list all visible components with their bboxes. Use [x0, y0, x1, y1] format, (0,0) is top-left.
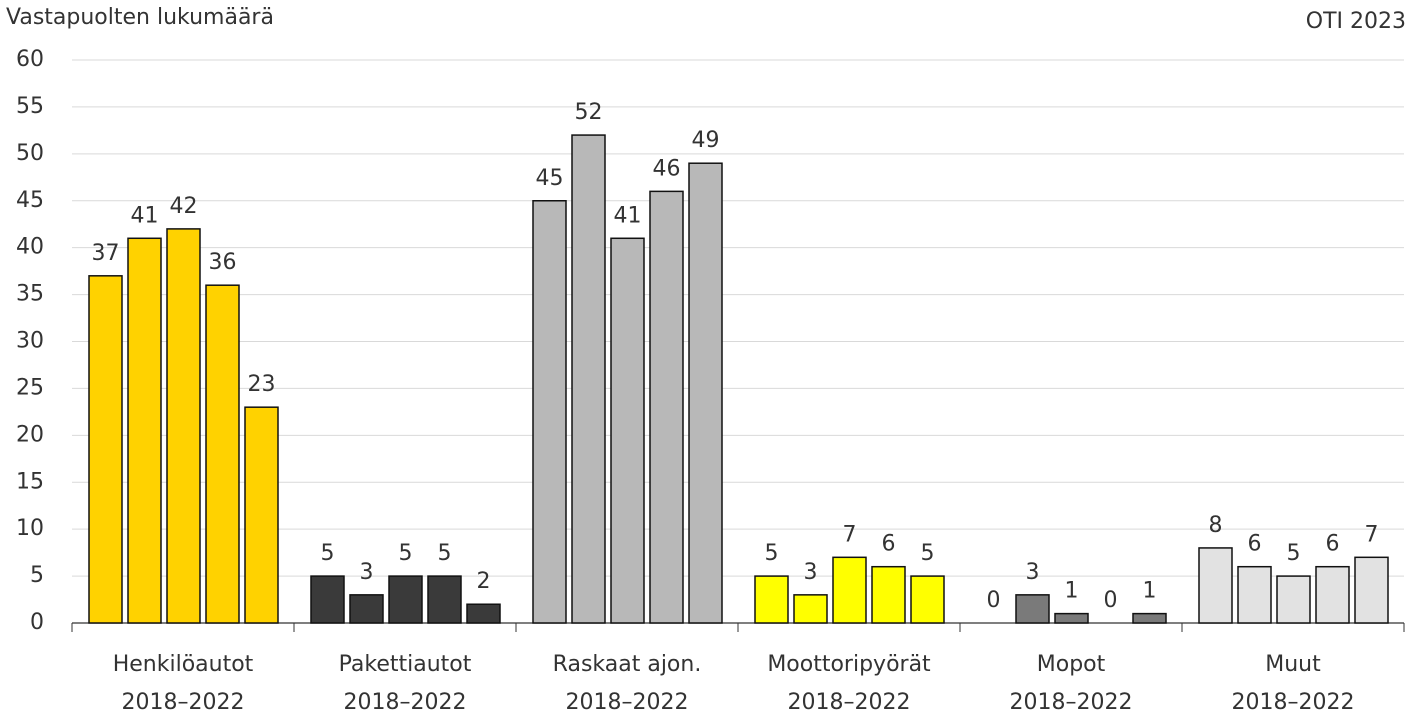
bar: [244, 406, 279, 624]
bar: [871, 565, 906, 624]
y-tick-label: 30: [16, 329, 44, 354]
y-tick-label: 25: [16, 375, 44, 400]
data-label: 42: [170, 194, 198, 219]
bar: [832, 556, 867, 624]
y-tick-label: 15: [16, 469, 44, 494]
data-label: 3: [360, 560, 374, 585]
data-label: 3: [1026, 560, 1040, 585]
category-label: 2018–2022: [344, 690, 467, 715]
bar: [1276, 575, 1311, 624]
bar: [1015, 594, 1050, 624]
bar: [1054, 612, 1089, 624]
bar: [1315, 565, 1350, 624]
y-tick-label: 55: [16, 94, 44, 119]
data-label: 6: [1326, 532, 1340, 557]
y-axis-label: Vastapuolten lukumäärä: [6, 5, 274, 30]
data-label: 41: [614, 203, 642, 228]
bar: [910, 575, 945, 624]
data-label: 1: [1143, 579, 1157, 604]
category-label: Mopot: [1037, 652, 1106, 677]
y-tick-label: 40: [16, 235, 44, 260]
data-label: 5: [438, 541, 452, 566]
data-label: 1: [1065, 579, 1079, 604]
bar: [649, 190, 684, 624]
category-label: 2018–2022: [566, 690, 689, 715]
bar: [610, 237, 645, 624]
data-label: 6: [1248, 532, 1262, 557]
category-label: Muut: [1265, 652, 1321, 677]
data-label: 45: [536, 166, 564, 191]
data-label: 52: [575, 100, 603, 125]
y-tick-label: 35: [16, 282, 44, 307]
category-label: 2018–2022: [1232, 690, 1355, 715]
y-tick-label: 5: [30, 563, 44, 588]
y-tick-label: 0: [30, 610, 44, 635]
category-label: Pakettiautot: [339, 652, 472, 677]
bar: [571, 134, 606, 624]
data-label: 36: [209, 250, 237, 275]
bar: [127, 237, 162, 624]
source: OTI 2023: [1306, 9, 1406, 34]
data-label: 7: [843, 522, 857, 547]
category-label: 2018–2022: [122, 690, 245, 715]
bar: [310, 575, 345, 624]
data-label: 0: [987, 588, 1001, 613]
category-label: Henkilöautot: [113, 652, 254, 677]
data-label: 5: [321, 541, 335, 566]
bar: [1132, 612, 1167, 624]
data-label: 5: [399, 541, 413, 566]
y-tick-label: 50: [16, 141, 44, 166]
data-label: 8: [1209, 513, 1223, 538]
data-label: 2: [477, 569, 491, 594]
bar: [754, 575, 789, 624]
bar: [349, 594, 384, 624]
data-label: 3: [804, 560, 818, 585]
category-label: Moottoripyörät: [767, 652, 931, 677]
data-label: 0: [1104, 588, 1118, 613]
bar: [1354, 556, 1389, 624]
y-tick-label: 60: [16, 47, 44, 72]
bar: [793, 594, 828, 624]
data-label: 5: [921, 541, 935, 566]
bar: [388, 575, 423, 624]
y-tick-label: 20: [16, 422, 44, 447]
data-label: 49: [692, 128, 720, 153]
data-label: 41: [131, 203, 159, 228]
bar: [466, 603, 501, 624]
bar: [1237, 565, 1272, 624]
bar: [88, 275, 123, 624]
bar: [166, 228, 201, 624]
category-label: 2018–2022: [788, 690, 911, 715]
bar: [688, 162, 723, 624]
y-tick-label: 10: [16, 516, 44, 541]
data-label: 46: [653, 156, 681, 181]
category-label: 2018–2022: [1010, 690, 1133, 715]
data-label: 6: [882, 532, 896, 557]
data-label: 37: [92, 241, 120, 266]
data-label: 5: [765, 541, 779, 566]
category-label: Raskaat ajon.: [553, 652, 702, 677]
y-tick-label: 45: [16, 188, 44, 213]
data-label: 5: [1287, 541, 1301, 566]
bar: [427, 575, 462, 624]
data-label: 7: [1365, 522, 1379, 547]
bar: [532, 200, 567, 624]
bar: [1198, 547, 1233, 624]
bar: [205, 284, 240, 624]
data-label: 23: [248, 372, 276, 397]
